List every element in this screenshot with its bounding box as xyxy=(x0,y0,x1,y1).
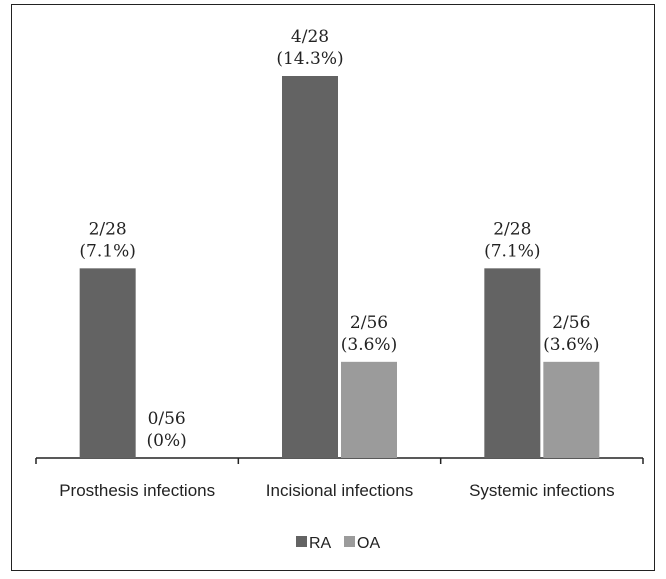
legend-swatch-oa xyxy=(344,536,355,547)
data-label-percent: (7.1%) xyxy=(484,241,540,261)
bar-oa xyxy=(341,361,397,458)
bar-ra xyxy=(282,76,338,458)
data-label-percent: (7.1%) xyxy=(79,241,135,261)
data-label-count: 2/56 xyxy=(350,313,388,333)
bar-ra xyxy=(484,268,541,458)
x-tick-label: Systemic infections xyxy=(469,481,615,500)
data-label-count: 2/56 xyxy=(552,313,590,333)
x-tick-label: Prosthesis infections xyxy=(59,481,215,500)
bar-oa xyxy=(543,361,600,458)
data-label-percent: (14.3%) xyxy=(276,49,343,69)
legend-swatch-ra xyxy=(296,536,307,547)
data-label-count: 4/28 xyxy=(291,27,329,47)
data-label-count: 0/56 xyxy=(148,409,186,429)
data-label-count: 2/28 xyxy=(493,219,531,239)
data-label-percent: (3.6%) xyxy=(341,335,397,355)
x-tick-label: Incisional infections xyxy=(266,481,413,500)
data-label-percent: (0%) xyxy=(147,431,187,451)
legend-label-oa: OA xyxy=(357,535,380,552)
data-label-count: 2/28 xyxy=(89,219,127,239)
data-label-percent: (3.6%) xyxy=(543,335,599,355)
bar-ra xyxy=(79,268,136,458)
legend-label-ra: RA xyxy=(309,535,332,552)
